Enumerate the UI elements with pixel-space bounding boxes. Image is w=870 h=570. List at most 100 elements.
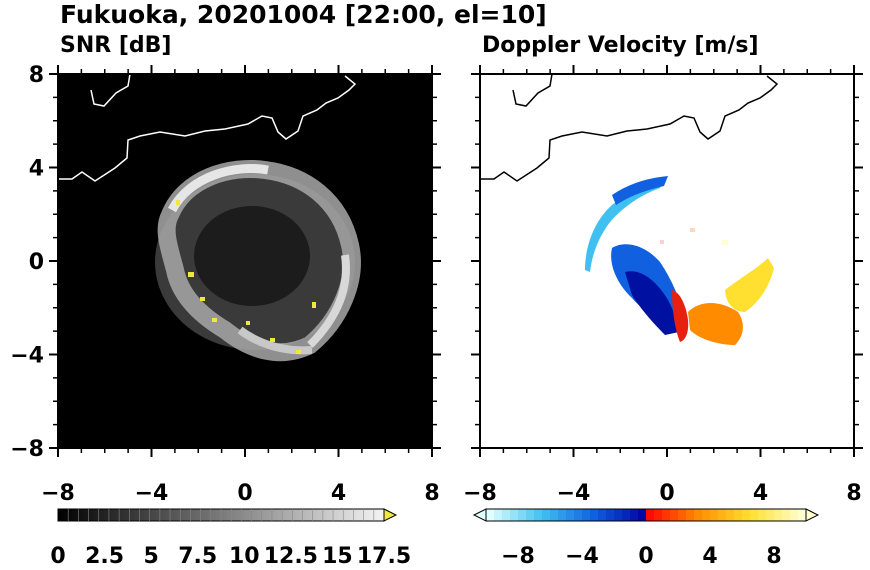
snr-ytick-label: 8 <box>29 63 44 88</box>
doppler-echo-darkblue <box>625 271 679 335</box>
doppler-colorbar-segment <box>502 509 511 521</box>
snr-colorbar-label: 0 <box>50 544 65 569</box>
doppler-colorbar-segment <box>606 509 615 521</box>
doppler-echo-red <box>672 290 689 342</box>
snr-xtick-label: −8 <box>41 481 75 506</box>
doppler-colorbar-extend-min <box>472 508 487 522</box>
doppler-echo-speckle <box>690 228 695 232</box>
snr-overflow-mark <box>200 297 205 301</box>
snr-overflow-mark <box>270 338 275 342</box>
snr-overflow-mark <box>176 200 180 205</box>
doppler-colorbar-segment <box>678 509 687 521</box>
snr-colorbar-label: 10 <box>229 544 260 569</box>
doppler-colorbar-label: −8 <box>501 544 535 569</box>
doppler-colorbar-segment <box>662 509 671 521</box>
doppler-colorbar-label: 4 <box>702 544 717 569</box>
doppler-colorbar-label: 8 <box>766 544 781 569</box>
doppler-colorbar-segment <box>574 509 583 521</box>
snr-overflow-mark <box>312 302 316 308</box>
snr-colorbar-label: 17.5 <box>357 544 411 569</box>
doppler-colorbar-segment <box>742 509 751 521</box>
snr-overflow-mark <box>296 350 301 354</box>
snr-echo-arc-right <box>307 254 350 348</box>
doppler-colorbar-segment <box>766 509 775 521</box>
snr-colorbar-label: 12.5 <box>264 544 318 569</box>
doppler-plot-area <box>480 74 854 448</box>
doppler-colorbar <box>472 508 820 522</box>
doppler-colorbar-segment <box>526 509 535 521</box>
snr-colorbar-label: 2.5 <box>85 544 124 569</box>
doppler-echo-orange <box>688 303 743 345</box>
snr-colorbar-label: 7.5 <box>178 544 217 569</box>
doppler-colorbar-segment <box>598 509 607 521</box>
doppler-colorbar-segment <box>518 509 527 521</box>
doppler-colorbar-segment <box>542 509 551 521</box>
doppler-colorbar-segment <box>726 509 735 521</box>
doppler-colorbar-segment <box>654 509 663 521</box>
doppler-colorbar-segment <box>694 509 703 521</box>
doppler-colorbar-segment <box>582 509 591 521</box>
doppler-colorbar-segment <box>702 509 711 521</box>
doppler-echo-speckle <box>660 240 664 244</box>
doppler-echo-speckle <box>722 240 728 245</box>
doppler-colorbar-segment <box>534 509 543 521</box>
doppler-colorbar-segment <box>566 509 575 521</box>
snr-xtick-label: −4 <box>135 481 169 506</box>
snr-echo-core <box>194 206 310 306</box>
doppler-colorbar-segment <box>486 509 495 521</box>
snr-panel <box>57 73 433 449</box>
doppler-panel-title: Doppler Velocity [m/s] <box>482 33 759 58</box>
snr-echo-layer <box>155 160 361 362</box>
snr-xtick-label: 8 <box>424 481 439 506</box>
doppler-colorbar-segment <box>590 509 599 521</box>
doppler-colorbar-segment <box>558 509 567 521</box>
doppler-colorbar-label: 0 <box>638 544 653 569</box>
doppler-colorbar-segment <box>758 509 767 521</box>
snr-xtick-label: 0 <box>237 481 252 506</box>
doppler-colorbar-segment <box>798 509 807 521</box>
doppler-colorbar-segment <box>646 509 655 521</box>
doppler-coastline <box>480 73 779 182</box>
doppler-colorbar-segment <box>630 509 639 521</box>
doppler-panel <box>479 73 855 449</box>
snr-ytick-label: −8 <box>10 437 44 462</box>
doppler-xtick-label: −8 <box>463 481 497 506</box>
doppler-echo-blue-strip <box>612 176 668 205</box>
doppler-colorbar-extend-max <box>805 508 820 522</box>
doppler-xtick-label: 4 <box>753 481 768 506</box>
snr-echo-arc-bottom <box>237 326 313 355</box>
doppler-echo-layer <box>585 176 774 345</box>
doppler-colorbar-segment <box>774 509 783 521</box>
snr-colorbar-extend <box>383 508 398 522</box>
doppler-colorbar-segment <box>734 509 743 521</box>
doppler-echo-yellow <box>725 258 774 312</box>
snr-ytick-label: 0 <box>29 250 44 275</box>
snr-panel-title: SNR [dB] <box>60 33 172 58</box>
doppler-colorbar-segment <box>718 509 727 521</box>
snr-coastline <box>58 73 357 182</box>
doppler-colorbar-label: −4 <box>565 544 599 569</box>
doppler-colorbar-segment <box>750 509 759 521</box>
snr-ytick-label: −4 <box>10 344 44 369</box>
snr-overflow-mark <box>188 272 194 277</box>
snr-xtick-label: 4 <box>331 481 346 506</box>
snr-overflow-mark <box>246 321 250 325</box>
doppler-xtick-label: 8 <box>846 481 861 506</box>
doppler-xtick-label: 0 <box>659 481 674 506</box>
snr-colorbar-label: 15 <box>322 544 353 569</box>
doppler-colorbar-segment <box>670 509 679 521</box>
doppler-colorbar-segment <box>638 509 647 521</box>
doppler-colorbar-segment <box>622 509 631 521</box>
snr-ytick-label: 4 <box>29 157 44 182</box>
doppler-colorbar-segment <box>710 509 719 521</box>
doppler-colorbar-segment <box>614 509 623 521</box>
doppler-xtick-label: −4 <box>557 481 591 506</box>
doppler-colorbar-segment <box>494 509 503 521</box>
doppler-colorbar-segment <box>790 509 799 521</box>
doppler-colorbar-segment <box>510 509 519 521</box>
snr-overflow-mark <box>212 318 217 322</box>
figure-title: Fukuoka, 20201004 [22:00, el=10] <box>60 0 547 29</box>
snr-echo-arc-top <box>168 164 269 213</box>
doppler-colorbar-segment <box>782 509 791 521</box>
